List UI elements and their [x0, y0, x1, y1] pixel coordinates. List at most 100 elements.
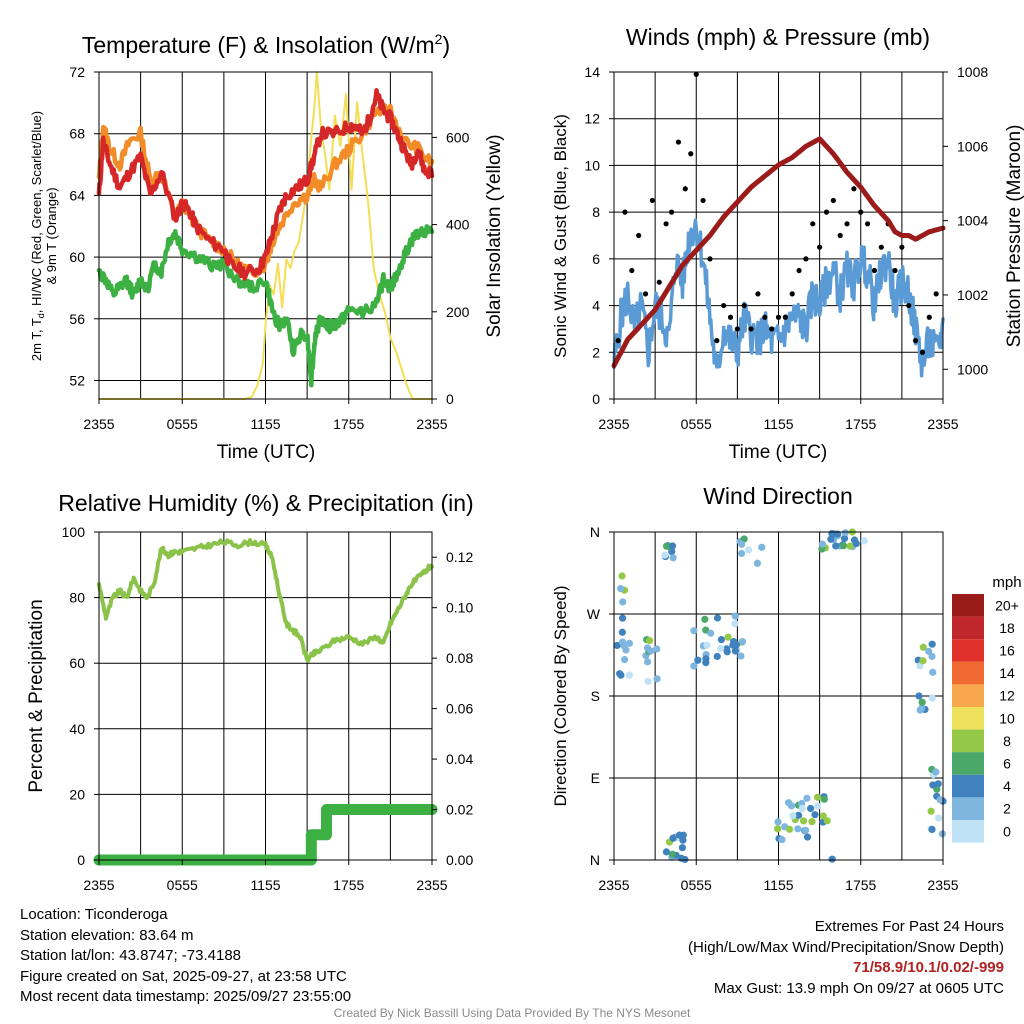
gust-point: [906, 302, 912, 309]
x-tick-label: 1755: [333, 877, 364, 893]
gust-point: [629, 267, 635, 274]
y-tick-label: E: [591, 770, 600, 786]
winds-ylabel: Sonic Wind & Gust (Blue, Black): [551, 114, 570, 358]
direction-point: [668, 850, 677, 858]
station-info: Location: Ticonderoga Station elevation:…: [20, 905, 351, 1008]
x-tick-label: 1755: [333, 416, 364, 432]
direction-point: [794, 825, 802, 833]
y-tick-label: 8: [592, 204, 600, 220]
direction-point: [732, 641, 741, 649]
y2-tick-label: 0.00: [446, 852, 473, 868]
series-line-solar: [98, 71, 433, 400]
direction-point: [789, 812, 797, 820]
temperature-title: Temperature (F) & Insolation (W/m2): [82, 31, 450, 58]
wind-speed-line: [612, 218, 945, 378]
x-tick-label: 1755: [845, 416, 876, 432]
direction-point: [619, 598, 627, 606]
y2-tick-label: 0.02: [446, 802, 473, 818]
gust-point: [871, 267, 878, 274]
extremes-subtitle: (High/Low/Max Wind/Precipitation/Snow De…: [688, 938, 1004, 956]
figure-panels: 2355 0555 1155 1755 235552566064687202004006…: [26, 24, 1024, 893]
gust-point: [933, 291, 939, 297]
gust-point: [656, 279, 662, 285]
direction-point: [675, 831, 684, 839]
x-tick-label: 2355: [598, 416, 629, 432]
extremes-title: Extremes For Past 24 Hours: [814, 918, 1004, 935]
colorbar-swatch: [952, 616, 984, 640]
gust-point: [636, 232, 642, 239]
direction-point: [620, 656, 629, 664]
temperature-series: [96, 71, 435, 400]
gust-point: [714, 338, 720, 344]
y-tick-label: 14: [584, 64, 600, 80]
winds-xlabel: Time (UTC): [729, 442, 828, 463]
colorbar-label: 8: [1003, 733, 1011, 749]
colorbar-swatch: [952, 797, 984, 820]
direction-point: [919, 657, 927, 665]
y2-tick-label: 200: [446, 304, 470, 320]
gust-point: [615, 338, 621, 344]
x-tick-label: 2355: [83, 416, 114, 432]
extremes-values: 71/58.9/10.1/0.02/-999: [853, 959, 1004, 976]
y-tick-label: 2: [592, 344, 600, 360]
direction-point: [841, 529, 849, 537]
direction-point: [785, 825, 794, 833]
gust-point: [878, 244, 884, 250]
x-tick-label: 1155: [763, 416, 793, 432]
colorbar-swatch: [952, 729, 984, 753]
direction-point: [669, 554, 677, 562]
direction-point: [644, 677, 652, 685]
direction-point: [690, 627, 698, 635]
colorbar-label: 16: [999, 643, 1015, 659]
gust-point: [668, 209, 675, 215]
gust-point: [789, 291, 795, 297]
gust-point: [762, 314, 768, 320]
colorbar-swatch: [952, 820, 984, 843]
colorbar-title: mph: [992, 574, 1021, 591]
direction-point: [678, 844, 687, 852]
winds-series: [611, 71, 946, 378]
gust-point: [858, 209, 864, 215]
pressure-line: [611, 136, 946, 369]
station-latlon: Station lat/lon: 43.8747; -73.4188: [20, 947, 242, 964]
winds-grid: [614, 72, 943, 399]
gust-point: [688, 151, 694, 157]
direction-point: [934, 814, 943, 822]
gust-point: [810, 221, 816, 227]
x-tick-label: 2355: [927, 416, 958, 432]
y-tick-label: 68: [69, 126, 85, 142]
x-tick-label: 0555: [167, 877, 198, 893]
temperature-ticks: 2355 0555 1155 1755 2355 52 56 60 64 68 72 0 200 400 6…: [69, 64, 469, 432]
direction-point: [713, 614, 722, 622]
direction-point: [738, 638, 747, 646]
colorbar-swatch: [952, 661, 984, 685]
direction-point: [828, 855, 836, 863]
direction-point: [668, 542, 677, 550]
direction-point: [928, 825, 936, 834]
direction-ylabel: Direction (Colored By Speed): [551, 585, 570, 806]
direction-point: [707, 629, 715, 637]
direction-point: [662, 542, 671, 550]
gust-point: [675, 139, 682, 145]
credit-footer: Created By Nick Bassill Using Data Provi…: [333, 1006, 691, 1020]
gust-point: [844, 221, 850, 227]
direction-point: [618, 572, 626, 580]
gust-point: [912, 338, 919, 344]
colorbar-label: 12: [999, 688, 1015, 704]
y-tick-label: 10: [584, 157, 600, 173]
y2-tick-label: 600: [446, 129, 470, 145]
x-tick-label: 2355: [927, 877, 958, 893]
direction-point: [928, 694, 936, 702]
y2-tick-label: 1000: [957, 361, 988, 377]
y2-tick-label: 0.08: [446, 650, 473, 666]
colorbar-swatch: [952, 639, 984, 662]
pressure-ylabel: Station Pressure (Maroon): [1004, 125, 1024, 348]
direction-point: [694, 656, 702, 664]
winds-panel: 2355 0555 1155 1755 2355 0 2 4 6 8 10 12 14 1000 1002 1…: [551, 24, 1024, 463]
y-tick-label: 52: [69, 372, 85, 388]
direction-point: [823, 817, 831, 825]
x-tick-label: 0555: [681, 416, 712, 432]
colorbar-label: 14: [999, 665, 1015, 681]
direction-point: [731, 612, 739, 620]
temperature-ylabel-line2: & 9m T (Orange): [44, 187, 59, 284]
